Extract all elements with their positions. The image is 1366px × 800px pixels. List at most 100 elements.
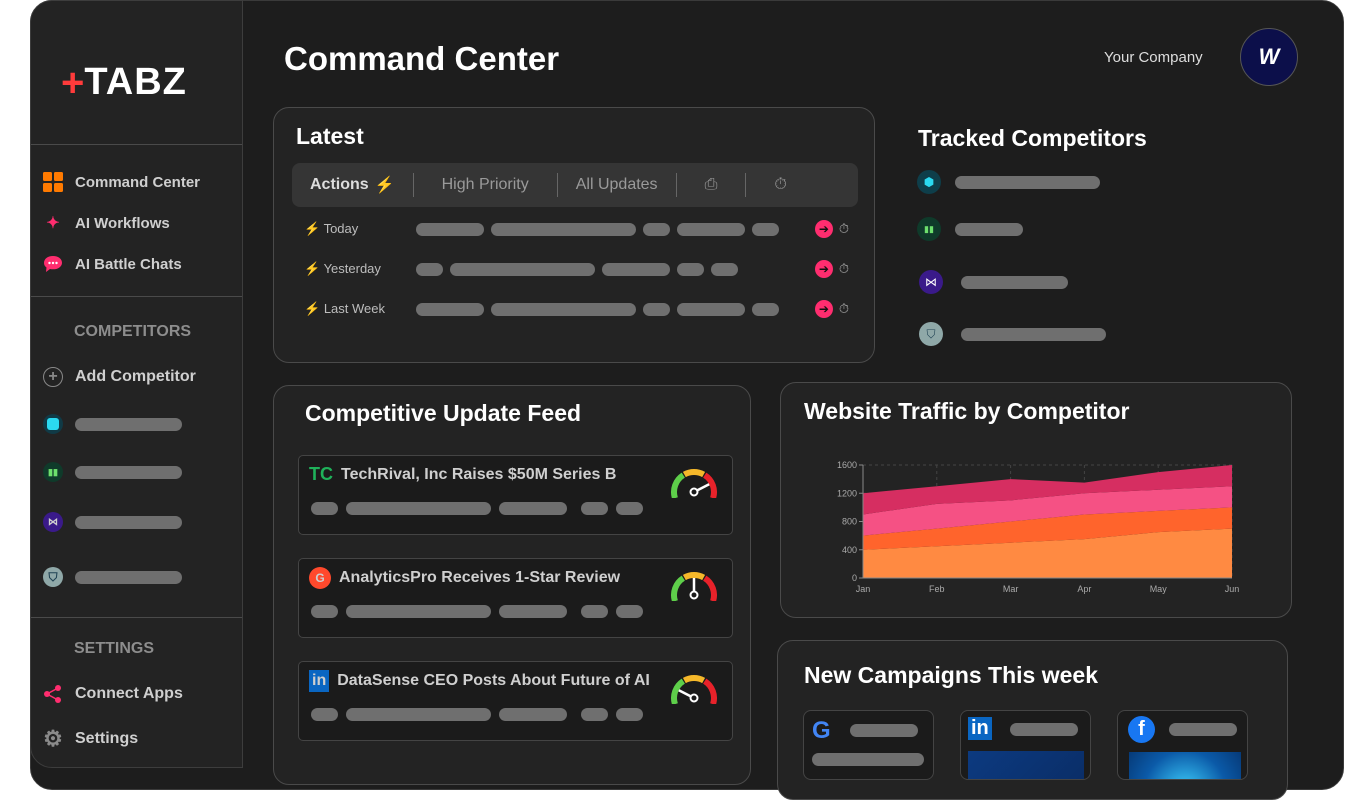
latest-card: Latest Actions ⚡ High Priority All Update… bbox=[273, 107, 875, 363]
logo-plus-icon: + bbox=[61, 60, 85, 105]
go-arrow-icon[interactable]: ➔ bbox=[814, 220, 833, 238]
linkedin-logo-icon: in bbox=[968, 717, 992, 740]
tracked-competitor[interactable]: ▮▮ bbox=[917, 217, 1023, 241]
competitor-item[interactable] bbox=[43, 414, 182, 434]
logo[interactable]: + TABZ bbox=[61, 60, 187, 105]
feed-card: Competitive Update Feed TC TechRival, Inc… bbox=[273, 385, 751, 785]
gauge-segment bbox=[682, 469, 706, 478]
area-series-3 bbox=[863, 486, 1232, 536]
sidebar-item-ai-battle-chats[interactable]: AI Battle Chats bbox=[43, 254, 182, 274]
facebook-logo-icon: f bbox=[1128, 716, 1155, 743]
company-name: Your Company bbox=[1104, 49, 1203, 66]
tracked-competitor[interactable]: ⋈ bbox=[919, 270, 1068, 294]
x-tick-label: Jun bbox=[1225, 584, 1240, 594]
sidebar: + TABZ Command Center ✦ AI Workflows AI B… bbox=[30, 0, 243, 768]
timer-icon[interactable]: ⏱ bbox=[838, 301, 849, 316]
chat-icon bbox=[43, 254, 63, 274]
gauge-segment bbox=[671, 575, 686, 601]
gauge-hub bbox=[689, 487, 699, 497]
avatar[interactable]: W bbox=[1240, 28, 1298, 86]
competitor-item[interactable]: ⛉ bbox=[43, 567, 182, 587]
page-title: Command Center bbox=[284, 40, 560, 77]
area-series-2 bbox=[863, 507, 1232, 550]
gauge-segment bbox=[682, 675, 706, 684]
y-tick-label: 1600 bbox=[837, 460, 857, 470]
latest-title: Latest bbox=[296, 123, 364, 149]
timer-icon[interactable]: ⏱ bbox=[838, 261, 849, 276]
inbox-icon[interactable]: ⎙ bbox=[677, 173, 747, 197]
tracked-title: Tracked Competitors bbox=[918, 125, 1147, 151]
traffic-title: Website Traffic by Competitor bbox=[804, 398, 1130, 424]
campaign-card-linkedin[interactable]: in bbox=[960, 710, 1091, 780]
priority-gauge-icon bbox=[671, 572, 717, 601]
y-tick-label: 800 bbox=[842, 517, 857, 527]
tab-actions[interactable]: Actions ⚡ bbox=[292, 173, 414, 197]
techcrunch-logo-icon: TC bbox=[309, 464, 333, 484]
priority-gauge-icon bbox=[671, 675, 717, 704]
y-tick-label: 1200 bbox=[837, 488, 857, 498]
sidebar-item-command-center[interactable]: Command Center bbox=[43, 172, 200, 192]
plus-circle-icon: + bbox=[43, 367, 63, 387]
shield-logo-icon: ⛉ bbox=[43, 567, 63, 587]
competitor-item[interactable]: ⋈ bbox=[43, 512, 182, 532]
cube-logo-icon bbox=[43, 414, 63, 434]
settings-heading: SETTINGS bbox=[74, 640, 155, 657]
gauge-segment bbox=[671, 472, 686, 498]
add-competitor-button[interactable]: + Add Competitor bbox=[43, 367, 196, 387]
sparkle-icon: ✦ bbox=[46, 215, 60, 232]
g2-logo-icon: G bbox=[309, 567, 331, 589]
campaign-card-facebook[interactable]: f bbox=[1117, 710, 1248, 780]
timer-icon[interactable]: ⏱ bbox=[774, 176, 787, 193]
campaign-image bbox=[1129, 752, 1241, 779]
bolt-icon: ⚡ bbox=[304, 221, 321, 236]
x-tick-label: May bbox=[1150, 584, 1168, 594]
tab-high-priority[interactable]: High Priority bbox=[414, 173, 558, 197]
chart-logo-icon: ▮▮ bbox=[43, 462, 63, 482]
feed-title: Competitive Update Feed bbox=[305, 400, 582, 426]
go-arrow-icon[interactable]: ➔ bbox=[814, 300, 833, 318]
cube-logo-icon: ⬢ bbox=[917, 170, 941, 194]
sidebar-item-connect-apps[interactable]: Connect Apps bbox=[43, 684, 183, 704]
tracked-competitor[interactable]: ⬢ bbox=[917, 170, 1100, 194]
latest-row[interactable]: ⚡ Yesterday ➔ ⏱ bbox=[304, 260, 849, 278]
bolt-icon: ⚡ bbox=[304, 261, 321, 276]
latest-tabs: Actions ⚡ High Priority All Updates ⎙ ⏱ bbox=[292, 163, 858, 207]
campaign-card-google[interactable]: G bbox=[803, 710, 934, 780]
gauge-hub bbox=[689, 693, 699, 703]
campaigns-title: New Campaigns This week bbox=[804, 662, 1098, 688]
gauge-segment bbox=[702, 575, 717, 601]
google-logo-icon: G bbox=[812, 717, 831, 744]
timer-icon[interactable]: ⏱ bbox=[838, 221, 849, 236]
x-tick-label: Mar bbox=[1003, 584, 1019, 594]
competitor-item[interactable]: ▮▮ bbox=[43, 462, 182, 482]
latest-row[interactable]: ⚡ Today ➔ ⏱ bbox=[304, 220, 849, 238]
gauge-segment bbox=[682, 572, 706, 581]
area-series-4 bbox=[863, 465, 1232, 515]
y-tick-label: 0 bbox=[852, 573, 857, 583]
bolt-icon: ⚡ bbox=[374, 177, 395, 194]
tab-all-updates[interactable]: All Updates bbox=[558, 173, 677, 197]
feed-item[interactable]: G AnalyticsPro Receives 1-Star Review bbox=[298, 558, 733, 638]
gear-icon: ⚙ bbox=[43, 726, 63, 751]
sidebar-item-settings[interactable]: ⚙ Settings bbox=[43, 726, 139, 751]
latest-row[interactable]: ⚡ Last Week ➔ ⏱ bbox=[304, 300, 849, 318]
grid-icon bbox=[43, 172, 63, 192]
priority-gauge-icon bbox=[671, 469, 717, 498]
shield-logo-icon: ⛉ bbox=[919, 322, 943, 346]
gauge-hub bbox=[689, 590, 699, 600]
campaign-image bbox=[968, 751, 1084, 779]
sidebar-item-ai-workflows[interactable]: ✦ AI Workflows bbox=[43, 213, 169, 233]
gauge-segment bbox=[702, 472, 717, 498]
x-tick-label: Apr bbox=[1077, 584, 1091, 594]
traffic-chart: 0 400 800 1200 1600 Jan Feb Mar Apr May Jun bbox=[837, 460, 1240, 594]
go-arrow-icon[interactable]: ➔ bbox=[814, 260, 833, 278]
gauge-segment bbox=[702, 678, 717, 704]
area-series-1 bbox=[863, 528, 1232, 578]
tracked-competitor[interactable]: ⛉ bbox=[919, 322, 1106, 346]
bolt-icon: ⚡ bbox=[304, 301, 321, 316]
linkedin-logo-icon: in bbox=[309, 670, 330, 692]
feed-item[interactable]: TC TechRival, Inc Raises $50M Series B bbox=[298, 455, 733, 535]
feed-item[interactable]: in DataSense CEO Posts About Future of AI bbox=[298, 661, 733, 741]
gauge-segment bbox=[671, 678, 686, 704]
competitors-heading: COMPETITORS bbox=[74, 323, 192, 340]
